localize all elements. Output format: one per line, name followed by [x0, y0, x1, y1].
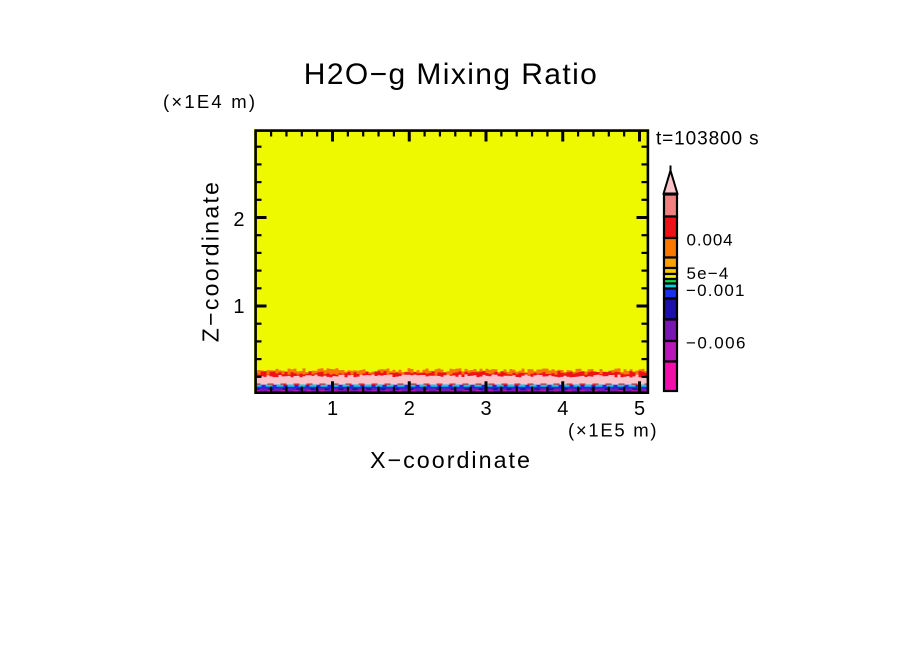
svg-text:H2O−g Mixing Ratio: H2O−g Mixing Ratio [304, 58, 598, 91]
svg-text:5: 5 [634, 398, 645, 420]
svg-text:Z−coordinate: Z−coordinate [198, 180, 224, 343]
svg-text:2: 2 [233, 209, 244, 231]
svg-text:X−coordinate: X−coordinate [370, 447, 532, 473]
svg-text:−0.001: −0.001 [686, 281, 746, 300]
svg-text:t=103800 s: t=103800 s [656, 129, 760, 150]
svg-text:3: 3 [480, 398, 491, 420]
svg-text:−0.006: −0.006 [686, 333, 747, 352]
svg-text:5e−4: 5e−4 [687, 264, 730, 283]
svg-text:1: 1 [233, 296, 244, 318]
svg-text:4: 4 [557, 398, 568, 420]
svg-text:0.004: 0.004 [687, 231, 734, 250]
svg-text:(×1E4 m): (×1E4 m) [163, 91, 257, 112]
svg-text:(×1E5 m): (×1E5 m) [568, 420, 658, 441]
svg-text:2: 2 [404, 398, 415, 420]
svg-text:1: 1 [327, 398, 338, 420]
